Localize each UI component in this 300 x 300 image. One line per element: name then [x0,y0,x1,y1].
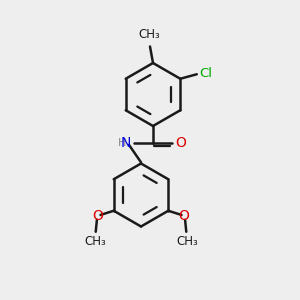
Text: Cl: Cl [199,67,212,80]
Text: H: H [118,138,126,148]
Text: CH₃: CH₃ [84,235,106,248]
Text: O: O [178,208,189,223]
Text: CH₃: CH₃ [176,235,198,248]
Text: N: N [120,136,131,150]
Text: CH₃: CH₃ [139,28,160,41]
Text: O: O [175,136,186,150]
Text: O: O [93,208,104,223]
